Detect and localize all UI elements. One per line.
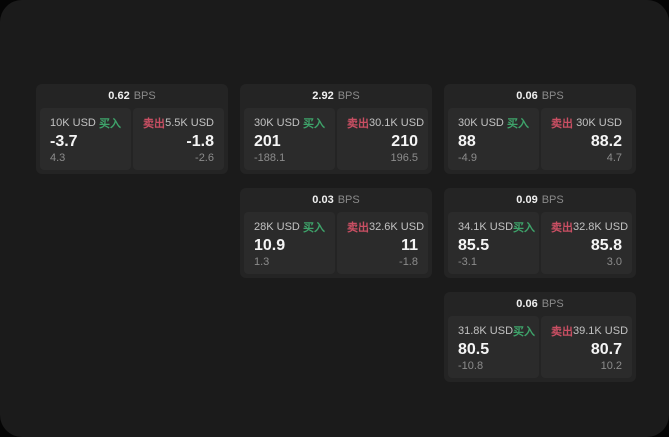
buy-size: 34.1K USD: [458, 221, 514, 233]
sell-panel[interactable]: 卖出 32.6K USD 11 -1.8: [337, 212, 428, 274]
bps-unit-label: BPS: [337, 90, 360, 102]
buy-delta: 4.3: [50, 152, 66, 164]
sell-price: 210: [391, 133, 418, 150]
sell-size: 5.5K USD: [165, 117, 214, 129]
buy-size: 10K USD: [50, 117, 96, 129]
card-header: 0.06 BPS: [444, 84, 636, 108]
buy-size: 31.8K USD: [458, 325, 514, 337]
bps-unit-label: BPS: [133, 90, 156, 102]
buy-label: 买入: [513, 326, 536, 338]
sell-panel[interactable]: 卖出 30.1K USD 210 196.5: [337, 108, 428, 170]
sell-label: 卖出: [143, 118, 165, 130]
sell-label: 卖出: [551, 326, 573, 338]
buy-size: 30K USD: [254, 117, 300, 129]
sell-size: 32.6K USD: [369, 221, 425, 233]
sell-panel[interactable]: 卖出 30K USD 88.2 4.7: [541, 108, 632, 170]
sell-panel[interactable]: 卖出 39.1K USD 80.7 10.2: [541, 316, 632, 378]
quote-card: 2.92 BPS 30K USD 买入 201 -188.1 卖出 30.1K …: [240, 84, 432, 174]
buy-price: 80.5: [458, 341, 490, 358]
bps-unit-label: BPS: [337, 194, 360, 206]
sell-label: 卖出: [551, 222, 573, 234]
buy-panel[interactable]: 30K USD 买入 201 -188.1: [244, 108, 335, 170]
buy-label: 买入: [303, 222, 325, 234]
sell-price: 85.8: [590, 237, 622, 254]
sell-price: -1.8: [186, 133, 214, 150]
buy-price: -3.7: [50, 133, 78, 150]
card-header: 2.92 BPS: [240, 84, 432, 108]
quote-card: 0.06 BPS 30K USD 买入 88 -4.9 卖出 30K USD: [444, 84, 636, 174]
quote-card: 0.06 BPS 31.8K USD 买入 80.5 -10.8 卖出 39.1…: [444, 292, 636, 382]
bps-value: 0.09: [516, 194, 538, 206]
buy-panel[interactable]: 30K USD 买入 88 -4.9: [448, 108, 539, 170]
buy-panel[interactable]: 28K USD 买入 10.9 1.3: [244, 212, 335, 274]
bps-value: 0.06: [516, 90, 538, 102]
sell-label: 卖出: [347, 222, 369, 234]
buy-panel[interactable]: 10K USD 买入 -3.7 4.3: [40, 108, 131, 170]
bps-unit-label: BPS: [541, 90, 564, 102]
buy-price: 88: [458, 133, 476, 150]
quote-card: 0.09 BPS 34.1K USD 买入 85.5 -3.1 卖出 32.8K…: [444, 188, 636, 278]
sell-delta: -2.6: [195, 152, 214, 164]
sell-panel[interactable]: 卖出 32.8K USD 85.8 3.0: [541, 212, 632, 274]
buy-price: 85.5: [458, 237, 490, 254]
sell-delta: 3.0: [606, 256, 622, 268]
sell-price: 88.2: [590, 133, 622, 150]
sell-panel[interactable]: 卖出 5.5K USD -1.8 -2.6: [133, 108, 224, 170]
card-body: 28K USD 买入 10.9 1.3 卖出 32.6K USD 11 -1.8: [244, 212, 428, 274]
buy-size: 30K USD: [458, 117, 504, 129]
sell-delta: 10.2: [600, 360, 622, 372]
card-body: 34.1K USD 买入 85.5 -3.1 卖出 32.8K USD 85.8…: [448, 212, 632, 274]
card-body: 10K USD 买入 -3.7 4.3 卖出 5.5K USD -1.8 -2.…: [40, 108, 224, 170]
buy-delta: -4.9: [458, 152, 477, 164]
buy-label: 买入: [303, 118, 325, 130]
quote-card: 0.03 BPS 28K USD 买入 10.9 1.3 卖出 32.6K US…: [240, 188, 432, 278]
card-body: 31.8K USD 买入 80.5 -10.8 卖出 39.1K USD 80.…: [448, 316, 632, 378]
card-header: 0.03 BPS: [240, 188, 432, 212]
buy-size: 28K USD: [254, 221, 300, 233]
bps-value: 0.62: [108, 90, 130, 102]
bps-value: 0.03: [312, 194, 334, 206]
sell-delta: 4.7: [606, 152, 622, 164]
sell-size: 30.1K USD: [369, 117, 425, 129]
buy-label: 买入: [507, 118, 529, 130]
buy-delta: -3.1: [458, 256, 477, 268]
buy-delta: -188.1: [254, 152, 286, 164]
bps-unit-label: BPS: [541, 194, 564, 206]
buy-price: 10.9: [254, 237, 286, 254]
bps-value: 0.06: [516, 298, 538, 310]
sell-size: 30K USD: [576, 117, 622, 129]
buy-delta: 1.3: [254, 256, 270, 268]
sell-delta: -1.8: [399, 256, 418, 268]
sell-size: 32.8K USD: [573, 221, 629, 233]
quote-card: 0.62 BPS 10K USD 买入 -3.7 4.3 卖出 5.5K USD: [36, 84, 228, 174]
buy-label: 买入: [513, 222, 536, 234]
sell-price: 80.7: [590, 341, 622, 358]
card-header: 0.06 BPS: [444, 292, 636, 316]
sell-price: 11: [401, 237, 418, 254]
card-body: 30K USD 买入 88 -4.9 卖出 30K USD 88.2 4.7: [448, 108, 632, 170]
sell-size: 39.1K USD: [573, 325, 629, 337]
card-body: 30K USD 买入 201 -188.1 卖出 30.1K USD 210 1…: [244, 108, 428, 170]
buy-price: 201: [254, 133, 281, 150]
buy-panel[interactable]: 34.1K USD 买入 85.5 -3.1: [448, 212, 539, 274]
buy-panel[interactable]: 31.8K USD 买入 80.5 -10.8: [448, 316, 539, 378]
card-header: 0.62 BPS: [36, 84, 228, 108]
card-header: 0.09 BPS: [444, 188, 636, 212]
bps-unit-label: BPS: [541, 298, 564, 310]
bps-value: 2.92: [312, 90, 334, 102]
sell-label: 卖出: [551, 118, 573, 130]
quote-grid: 0.62 BPS 10K USD 买入 -3.7 4.3 卖出 5.5K USD: [36, 84, 636, 382]
buy-delta: -10.8: [458, 360, 484, 372]
sell-label: 卖出: [347, 118, 369, 130]
sell-delta: 196.5: [390, 152, 418, 164]
buy-label: 买入: [99, 118, 121, 130]
